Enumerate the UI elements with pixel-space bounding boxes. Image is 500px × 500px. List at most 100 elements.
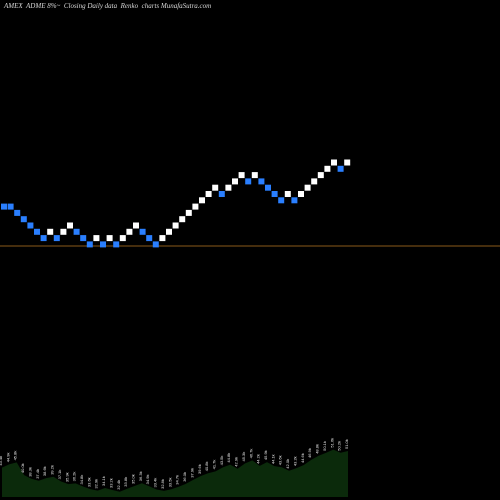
renko-brick-up <box>93 235 100 242</box>
renko-brick-down <box>1 203 7 210</box>
renko-brick-down <box>278 197 285 204</box>
volume-label: 46.7k <box>248 449 253 459</box>
volume-label: 44.9k <box>5 453 10 463</box>
volume-label: 44.8k <box>226 453 231 463</box>
volume-label: 50.1k <box>322 441 327 451</box>
renko-brick-down <box>258 178 265 185</box>
renko-brick-down <box>152 241 159 248</box>
renko-brick-down <box>271 191 278 197</box>
renko-brick-down <box>100 241 106 248</box>
renko-brick-down <box>291 197 298 204</box>
renko-brick-down <box>337 165 344 172</box>
renko-bricks <box>1 159 351 248</box>
renko-brick-up <box>212 184 219 191</box>
volume-label: 40.0k <box>20 463 25 473</box>
renko-brick-up <box>304 184 311 191</box>
volume-label: 41.7k <box>212 460 217 470</box>
renko-brick-down <box>86 241 93 248</box>
renko-brick-up <box>344 159 351 166</box>
renko-brick-down <box>218 191 225 197</box>
renko-brick-up <box>179 216 186 223</box>
volume-label: 45.8k <box>13 451 18 461</box>
volume-label: 43.4k <box>0 456 3 466</box>
renko-brick-up <box>67 222 73 229</box>
renko-brick-down <box>139 228 146 235</box>
volume-label: 44.2k <box>256 454 261 464</box>
renko-brick-down <box>27 222 34 229</box>
volume-label: 44.6k <box>300 453 305 463</box>
volume-label: 45.3k <box>241 452 246 462</box>
renko-brick-down <box>40 235 47 242</box>
renko-brick-up <box>205 191 212 197</box>
renko-brick-up <box>311 178 318 185</box>
volume-label: 43.2k <box>293 456 298 466</box>
renko-brick-up <box>238 172 245 179</box>
volume-label: 42.9k <box>234 457 239 467</box>
renko-brick-up <box>172 222 179 229</box>
volume-label: 36.2k <box>72 472 77 482</box>
renko-brick-down <box>73 228 80 235</box>
renko-brick-down <box>14 209 21 216</box>
renko-brick-up <box>119 235 126 242</box>
volume-label: 32.4k <box>116 480 121 490</box>
renko-brick-down <box>113 241 120 248</box>
volume-label: 36.3k <box>138 471 143 481</box>
renko-brick-down <box>265 184 271 191</box>
volume-label: 51.0k <box>344 439 349 449</box>
renko-brick-down <box>53 235 60 242</box>
renko-brick-down <box>7 203 14 210</box>
volume-label: 33.8k <box>123 477 128 487</box>
renko-brick-up <box>331 159 337 166</box>
volume-label: 38.6k <box>42 466 47 476</box>
renko-brick-down <box>146 235 153 242</box>
volume-area <box>2 449 348 497</box>
volume-label: 35.9k <box>64 472 69 482</box>
volume-label: 45.9k <box>263 450 268 460</box>
renko-brick-up <box>126 228 133 235</box>
volume-label: 43.5k <box>219 456 224 466</box>
renko-brick-down <box>34 228 40 235</box>
volume-label: 33.6k <box>86 477 91 487</box>
volume-label: 36.0k <box>182 472 187 482</box>
renko-brick-up <box>159 235 166 242</box>
volume-label: 50.2k <box>337 441 342 451</box>
volume-label: 43.6k <box>278 455 283 465</box>
volume-label: 34.8k <box>79 475 84 485</box>
renko-brick-up <box>133 222 139 229</box>
volume-label: 34.9k <box>145 475 150 485</box>
renko-brick-up <box>298 191 304 197</box>
renko-brick-up <box>317 172 324 179</box>
volume-label: 42.0k <box>285 459 290 469</box>
renko-brick-up <box>232 178 238 185</box>
renko-brick-down <box>245 178 252 185</box>
volume-label: 32.9k <box>94 479 99 489</box>
volume-label: 44.1k <box>270 454 275 464</box>
chart-title: AMEX ADME 8%~ Closing Daily data Renko c… <box>4 2 212 10</box>
renko-brick-up <box>324 165 331 172</box>
volume-label: 33.2k <box>108 478 113 488</box>
renko-brick-up <box>199 197 205 204</box>
renko-brick-up <box>192 203 199 210</box>
renko-brick-up <box>166 228 172 235</box>
volume-label: 37.9k <box>189 468 194 478</box>
renko-brick-down <box>80 235 87 242</box>
volume-label: 37.1k <box>57 470 62 480</box>
volume-label: 38.3k <box>27 467 32 477</box>
renko-brick-up <box>106 235 113 242</box>
volume-label: 51.6k <box>329 438 334 448</box>
volume-label: 32.8k <box>160 479 165 489</box>
volume-label: 34.1k <box>101 476 106 486</box>
volume-label: 35.0k <box>131 474 136 484</box>
volume-label: 34.7k <box>175 475 180 485</box>
volume-label: 48.8k <box>315 444 320 454</box>
volume-label: 37.4k <box>35 469 40 479</box>
renko-brick-up <box>225 184 232 191</box>
volume-label: 46.9k <box>307 448 312 458</box>
renko-brick-up <box>185 209 192 216</box>
renko-brick-up <box>284 191 291 197</box>
renko-brick-up <box>60 228 67 235</box>
renko-brick-down <box>20 216 27 223</box>
